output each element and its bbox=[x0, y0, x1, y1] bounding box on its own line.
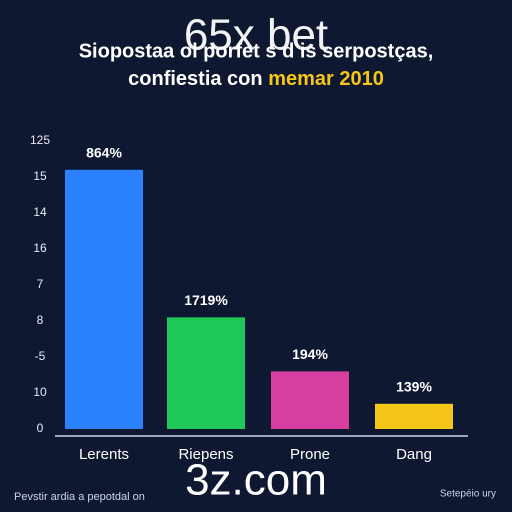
y-tick-label: 8 bbox=[37, 313, 44, 327]
y-tick-label: 14 bbox=[33, 205, 47, 219]
y-tick-label: 16 bbox=[33, 241, 47, 255]
y-tick-label: 15 bbox=[33, 169, 47, 183]
value-label: 194% bbox=[292, 346, 328, 362]
bar bbox=[271, 371, 349, 429]
subtitle-text: confiestia con bbox=[128, 68, 262, 90]
x-tick-label: Dang bbox=[396, 446, 432, 463]
bar bbox=[167, 317, 245, 429]
bar bbox=[65, 169, 143, 430]
y-tick-label: 0 bbox=[37, 421, 44, 435]
footnote: Pevstir ardia a pepotdal on bbox=[14, 491, 145, 503]
y-tick-label: -5 bbox=[35, 349, 46, 363]
subtitle-highlight: memar 2010 bbox=[268, 68, 384, 90]
watermark: 3z.com bbox=[185, 456, 327, 505]
y-tick-label: 7 bbox=[37, 277, 44, 291]
value-label: 1719% bbox=[184, 292, 228, 308]
x-tick-label: Riepens bbox=[178, 446, 233, 463]
y-tick-label: 125 bbox=[30, 133, 50, 147]
chart-title: Siopostaa ol porfet s d is serpostças, bbox=[79, 40, 434, 62]
x-tick-label: Prone bbox=[290, 446, 330, 463]
chart-subtitle: confiestia con memar 2010 bbox=[128, 68, 384, 90]
y-tick-label: 10 bbox=[33, 385, 47, 399]
x-tick-label: Lerents bbox=[79, 446, 129, 463]
bar bbox=[375, 403, 453, 429]
value-label: 139% bbox=[396, 379, 432, 395]
value-label: 864% bbox=[86, 145, 122, 161]
watermark: 65x bet bbox=[184, 11, 328, 60]
source: Setepéio ury bbox=[440, 489, 496, 500]
